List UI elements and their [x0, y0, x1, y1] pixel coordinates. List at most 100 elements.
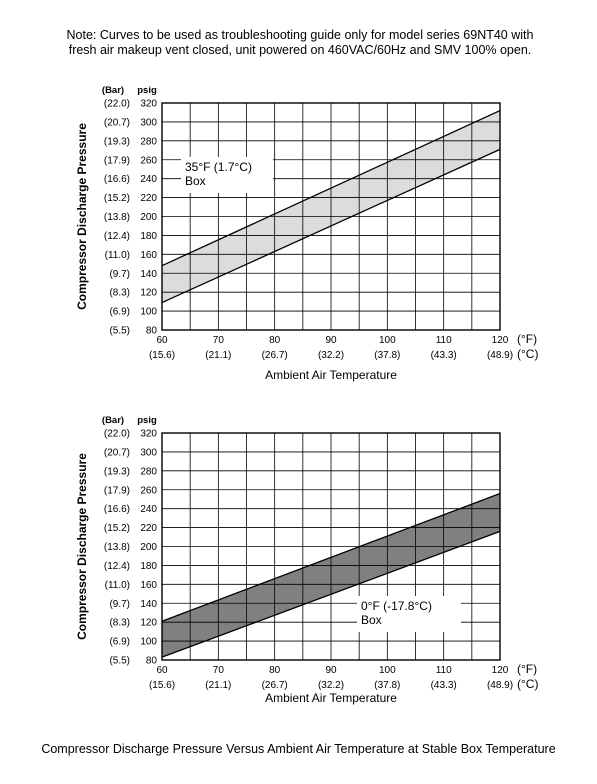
y-tick-label-psig: 240 [140, 174, 157, 185]
y-axis-title: Compressor Discharge Pressure [75, 453, 89, 640]
y-tick-label-bar: (16.6) [104, 504, 130, 515]
y-tick-label-psig: 180 [140, 561, 157, 572]
plot-frame [161, 102, 501, 331]
y-tick-label-bar: (13.8) [104, 542, 130, 553]
lower-curve [161, 148, 501, 304]
y-tick-label-bar: (5.5) [109, 326, 130, 337]
y-tick-label-psig: 300 [140, 117, 157, 128]
y-tick-label-psig: 320 [140, 99, 157, 110]
y-tick-label-psig: 100 [140, 307, 157, 318]
x-tick-label-c: (26.7) [262, 350, 288, 361]
y-tick-label-psig: 280 [140, 466, 157, 477]
y-tick-label-bar: (6.9) [109, 637, 130, 648]
annotation-label: 35°F (1.7°C) [185, 160, 252, 174]
plot-frame [161, 432, 501, 661]
x-tick-label-c: (43.3) [431, 680, 457, 691]
x-tick-label-c: (48.9) [487, 350, 513, 361]
y-tick-label-psig: 260 [140, 485, 157, 496]
x-tick-label-c: (15.6) [149, 680, 175, 691]
y-tick-label-bar: (17.9) [104, 155, 130, 166]
chart-35f-box: 320 (22.0) 300 (20.7) 280 (19.3) 260 (17.9) 240 (… [75, 85, 538, 382]
y-unit-bar: (Bar) [102, 415, 124, 426]
x-tick-label-c: (37.8) [374, 680, 400, 691]
y-unit-psig: psig [137, 85, 157, 96]
y-tick-label-bar: (16.6) [104, 174, 130, 185]
x-tick-label-c: (15.6) [149, 350, 175, 361]
y-tick-label-psig: 140 [140, 269, 157, 280]
x-axis-title: Ambient Air Temperature [265, 691, 397, 705]
y-tick-label-psig: 220 [140, 193, 157, 204]
y-tick-label-bar: (19.3) [104, 136, 130, 147]
y-tick-label-bar: (8.3) [109, 618, 130, 629]
lower-curve [161, 530, 501, 658]
figure-caption: Compressor Discharge Pressure Versus Amb… [41, 742, 556, 756]
x-tick-label-f: 100 [379, 665, 396, 676]
y-tick-label-psig: 80 [146, 326, 158, 337]
y-axis-title: Compressor Discharge Pressure [75, 123, 89, 310]
x-tick-label-f: 110 [436, 335, 452, 346]
y-tick-label-psig: 160 [140, 250, 157, 261]
x-axis-title: Ambient Air Temperature [265, 368, 397, 382]
x-tick-label-f: 90 [325, 335, 337, 346]
y-tick-label-psig: 200 [140, 212, 157, 223]
x-tick-label-f: 60 [156, 335, 168, 346]
y-tick-label-bar: (11.0) [105, 250, 130, 261]
y-tick-label-bar: (5.5) [109, 656, 130, 667]
x-unit-f: (°F) [517, 662, 537, 676]
y-tick-label-bar: (20.7) [104, 117, 130, 128]
y-unit-psig: psig [137, 415, 157, 426]
y-tick-label-psig: 280 [140, 136, 157, 147]
y-tick-label-psig: 220 [140, 523, 157, 534]
y-tick-label-bar: (15.2) [104, 523, 130, 534]
x-tick-label-f: 90 [325, 665, 337, 676]
chart-0f-box: 320 (22.0) 300 (20.7) 280 (19.3) 260 (17.9) 240 (… [75, 415, 538, 705]
y-tick-label-bar: (12.4) [104, 561, 130, 572]
y-tick-label-bar: (9.7) [109, 599, 130, 610]
annotation-box-word: Box [185, 174, 206, 188]
x-unit-c: (°C) [517, 677, 538, 691]
y-tick-label-psig: 240 [140, 504, 157, 515]
y-tick-label-psig: 300 [140, 447, 157, 458]
y-tick-label-bar: (22.0) [104, 429, 130, 440]
x-tick-label-c: (32.2) [318, 350, 344, 361]
x-tick-label-c: (21.1) [205, 680, 231, 691]
y-tick-label-bar: (17.9) [104, 485, 130, 496]
x-tick-label-f: 100 [379, 335, 396, 346]
annotation-box-word: Box [361, 613, 382, 627]
y-tick-label-bar: (19.3) [104, 466, 130, 477]
annotation-label: 0°F (-17.8°C) [361, 599, 432, 613]
y-tick-label-psig: 160 [140, 580, 157, 591]
y-tick-label-psig: 120 [140, 288, 157, 299]
annotation-box [357, 596, 461, 632]
x-tick-label-f: 60 [156, 665, 168, 676]
upper-curve [161, 109, 501, 267]
y-tick-label-psig: 200 [140, 542, 157, 553]
x-tick-label-f: 70 [213, 665, 225, 676]
y-tick-label-bar: (20.7) [104, 447, 130, 458]
y-tick-label-psig: 180 [140, 231, 157, 242]
x-tick-label-c: (26.7) [262, 680, 288, 691]
y-tick-label-bar: (8.3) [109, 288, 130, 299]
note-line-2: fresh air makeup vent closed, unit power… [68, 43, 532, 57]
x-tick-label-f: 120 [492, 665, 509, 676]
note-text: Note: Curves to be used as troubleshooti… [20, 28, 580, 58]
x-tick-label-c: (37.8) [374, 350, 400, 361]
x-tick-label-c: (32.2) [318, 680, 344, 691]
note-line-1: Note: Curves to be used as troubleshooti… [66, 28, 534, 42]
upper-curve [161, 492, 501, 622]
y-tick-label-bar: (11.0) [105, 580, 130, 591]
x-unit-f: (°F) [517, 332, 537, 346]
x-tick-label-f: 110 [436, 665, 452, 676]
x-tick-label-c: (48.9) [487, 680, 513, 691]
y-tick-label-psig: 320 [140, 429, 157, 440]
y-tick-label-bar: (6.9) [109, 307, 130, 318]
y-unit-bar: (Bar) [102, 85, 124, 96]
y-tick-label-psig: 100 [140, 637, 157, 648]
x-tick-label-c: (21.1) [205, 350, 231, 361]
y-tick-label-psig: 120 [140, 618, 157, 629]
y-tick-label-bar: (22.0) [104, 99, 130, 110]
x-tick-label-f: 80 [269, 665, 281, 676]
x-tick-label-f: 70 [213, 335, 225, 346]
y-tick-label-bar: (13.8) [104, 212, 130, 223]
x-tick-label-c: (43.3) [431, 350, 457, 361]
